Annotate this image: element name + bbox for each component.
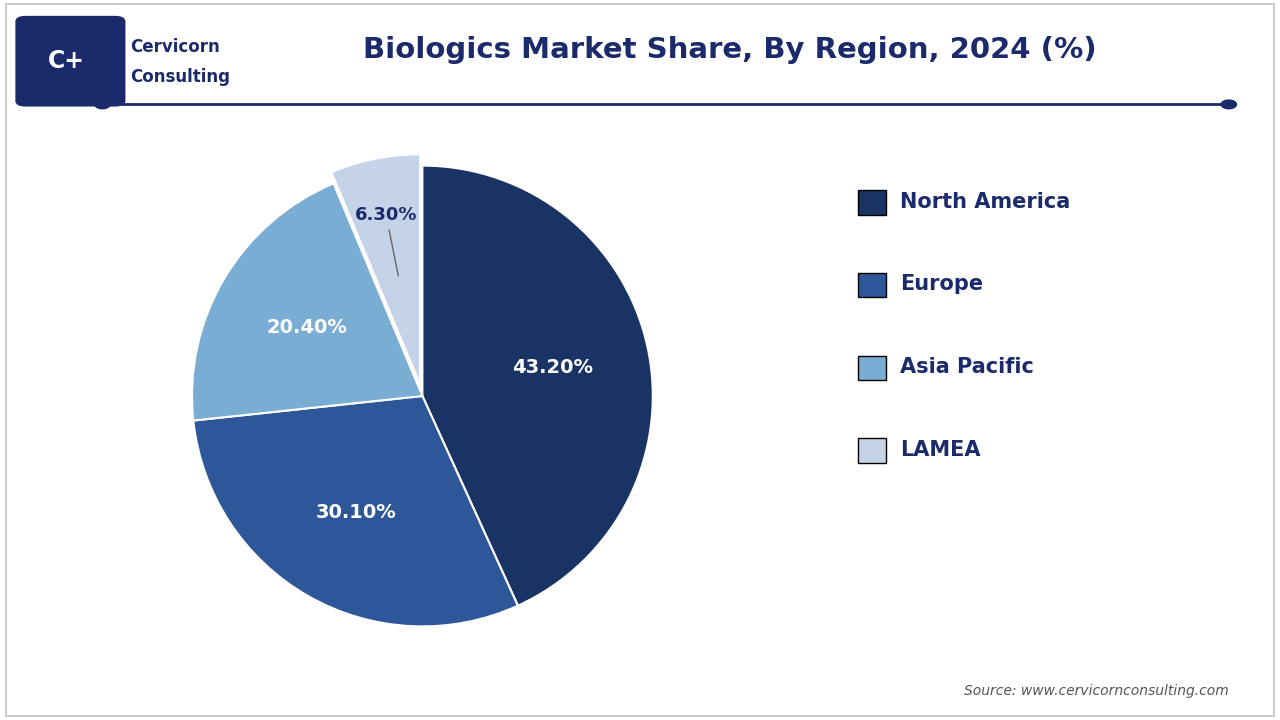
Text: Asia Pacific: Asia Pacific [900,357,1034,377]
Text: Source: www.cervicornconsulting.com: Source: www.cervicornconsulting.com [964,685,1229,698]
Text: Cervicorn: Cervicorn [131,38,220,56]
Text: 6.30%: 6.30% [355,206,417,276]
Wedge shape [193,396,518,626]
Text: Europe: Europe [900,274,983,294]
Wedge shape [192,184,422,420]
Text: Biologics Market Share, By Region, 2024 (%): Biologics Market Share, By Region, 2024 … [362,37,1097,64]
Text: Consulting: Consulting [131,68,230,86]
Text: 20.40%: 20.40% [268,318,348,338]
Text: 43.20%: 43.20% [512,358,594,377]
Text: C+: C+ [47,49,84,73]
Text: 30.10%: 30.10% [316,503,397,521]
Text: LAMEA: LAMEA [900,440,980,460]
Text: North America: North America [900,192,1070,212]
Wedge shape [422,166,653,606]
Wedge shape [332,154,420,384]
